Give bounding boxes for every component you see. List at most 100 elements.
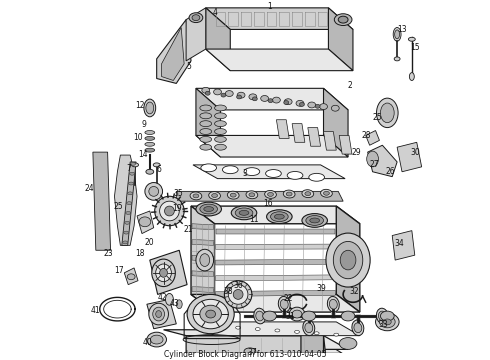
Ellipse shape — [126, 211, 131, 215]
Text: 27: 27 — [370, 160, 379, 169]
Ellipse shape — [230, 193, 236, 197]
Ellipse shape — [284, 100, 289, 104]
Text: 20: 20 — [144, 238, 154, 247]
Ellipse shape — [329, 300, 337, 309]
Ellipse shape — [201, 164, 217, 172]
Polygon shape — [147, 299, 176, 329]
Polygon shape — [308, 127, 320, 146]
Ellipse shape — [263, 311, 276, 321]
Text: 24: 24 — [84, 184, 94, 193]
Ellipse shape — [127, 274, 135, 280]
Ellipse shape — [189, 13, 203, 23]
Ellipse shape — [302, 190, 314, 198]
Ellipse shape — [176, 300, 182, 309]
Polygon shape — [124, 268, 138, 285]
Polygon shape — [206, 49, 353, 71]
Ellipse shape — [149, 303, 169, 325]
Polygon shape — [216, 290, 335, 296]
Polygon shape — [192, 224, 214, 230]
Ellipse shape — [149, 186, 159, 196]
Ellipse shape — [233, 289, 243, 299]
Ellipse shape — [123, 241, 128, 244]
Ellipse shape — [323, 191, 329, 195]
Text: 12: 12 — [135, 100, 145, 109]
Ellipse shape — [294, 330, 299, 333]
Ellipse shape — [310, 218, 319, 223]
Ellipse shape — [160, 269, 168, 277]
Text: 26: 26 — [386, 167, 395, 176]
Ellipse shape — [284, 99, 292, 105]
Ellipse shape — [192, 15, 200, 21]
Polygon shape — [137, 211, 154, 234]
Polygon shape — [150, 250, 187, 294]
Ellipse shape — [225, 91, 233, 96]
Polygon shape — [93, 152, 111, 250]
Ellipse shape — [308, 102, 316, 108]
Ellipse shape — [275, 329, 280, 332]
Polygon shape — [216, 229, 335, 234]
Text: 7: 7 — [127, 164, 132, 173]
Ellipse shape — [409, 73, 414, 81]
Ellipse shape — [266, 170, 281, 177]
Ellipse shape — [333, 242, 363, 279]
Ellipse shape — [196, 202, 221, 216]
Ellipse shape — [334, 14, 352, 26]
Text: 2: 2 — [347, 81, 352, 90]
Ellipse shape — [212, 194, 218, 198]
Ellipse shape — [216, 325, 221, 328]
Ellipse shape — [286, 192, 292, 196]
Ellipse shape — [292, 310, 302, 318]
Ellipse shape — [237, 95, 242, 99]
Ellipse shape — [205, 91, 210, 95]
Ellipse shape — [338, 16, 348, 23]
Text: 9: 9 — [142, 120, 147, 129]
Text: 25: 25 — [114, 202, 123, 211]
Polygon shape — [186, 336, 348, 350]
Ellipse shape — [155, 196, 184, 226]
Polygon shape — [206, 8, 230, 71]
Polygon shape — [193, 165, 345, 179]
Text: 23: 23 — [104, 249, 113, 258]
Ellipse shape — [200, 144, 212, 150]
Ellipse shape — [303, 320, 315, 336]
Ellipse shape — [222, 166, 238, 174]
Ellipse shape — [289, 307, 305, 321]
Polygon shape — [368, 145, 397, 177]
Ellipse shape — [215, 113, 226, 119]
Polygon shape — [206, 8, 353, 30]
Text: 6: 6 — [156, 165, 161, 174]
Polygon shape — [196, 88, 220, 157]
Polygon shape — [397, 142, 422, 172]
Text: 38: 38 — [223, 287, 233, 296]
Ellipse shape — [145, 131, 155, 134]
Polygon shape — [216, 244, 335, 249]
Ellipse shape — [127, 202, 132, 204]
Ellipse shape — [331, 105, 339, 111]
Polygon shape — [122, 162, 136, 246]
Ellipse shape — [146, 169, 154, 174]
Ellipse shape — [235, 208, 253, 218]
Ellipse shape — [268, 99, 273, 103]
Ellipse shape — [124, 231, 129, 234]
Ellipse shape — [131, 162, 136, 165]
Ellipse shape — [228, 285, 248, 304]
Text: 10: 10 — [133, 133, 143, 142]
Ellipse shape — [352, 320, 364, 336]
Text: 19: 19 — [172, 203, 182, 212]
Ellipse shape — [339, 338, 357, 350]
Ellipse shape — [200, 136, 212, 142]
Polygon shape — [323, 131, 336, 150]
Ellipse shape — [252, 97, 257, 101]
Polygon shape — [191, 206, 215, 312]
Polygon shape — [192, 255, 214, 261]
Ellipse shape — [145, 183, 163, 200]
Ellipse shape — [200, 305, 221, 323]
Ellipse shape — [214, 89, 221, 95]
Ellipse shape — [160, 201, 179, 221]
Text: Cylinder Block Diagram for 613-010-04-05: Cylinder Block Diagram for 613-010-04-05 — [164, 350, 326, 359]
Ellipse shape — [139, 217, 151, 227]
Text: 3: 3 — [243, 169, 247, 178]
Ellipse shape — [278, 296, 290, 312]
Ellipse shape — [378, 311, 386, 321]
Polygon shape — [336, 206, 360, 312]
